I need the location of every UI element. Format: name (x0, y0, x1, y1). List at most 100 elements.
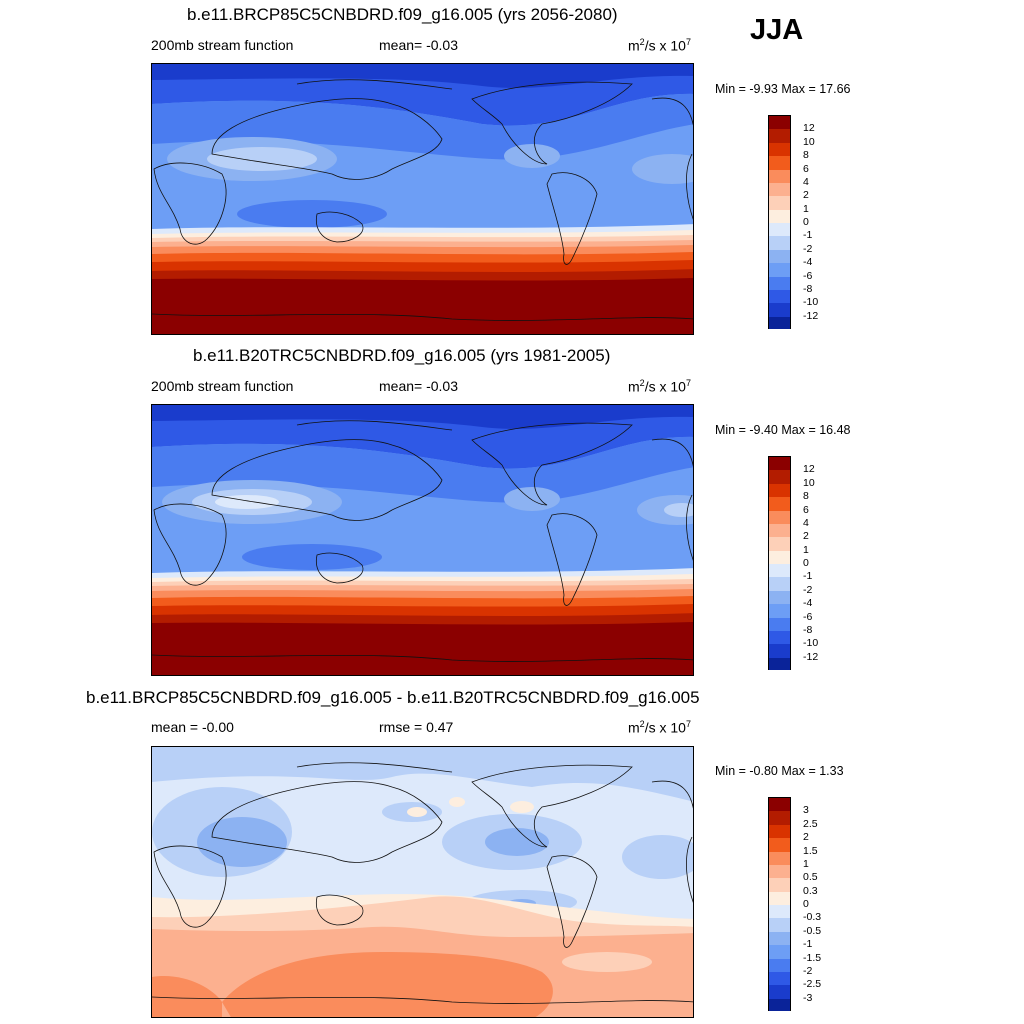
colorbar-tick-label: -6 (803, 269, 813, 282)
panel-3-mean-label: mean = -0.00 (151, 719, 234, 735)
panel-3-units: m2/s x 107 (628, 719, 691, 736)
contour-band (504, 144, 560, 168)
contour-band (622, 835, 693, 879)
colorbar-tick-label: -12 (803, 309, 819, 322)
colorbar-tick-label: -8 (803, 282, 813, 295)
colorbar-tick-label: -10 (803, 637, 819, 650)
colorbar-swatch (769, 510, 790, 524)
colorbar-tick-label: 8 (803, 490, 809, 503)
panel-2-variable-label: 200mb stream function (151, 378, 294, 394)
panel-1-minmax: Min = -9.93 Max = 17.66 (715, 82, 851, 96)
colorbar-tick-label: 1.5 (803, 844, 818, 857)
contour-band (237, 200, 387, 228)
contour-band (485, 828, 549, 856)
colorbar-tick-label: 10 (803, 135, 815, 148)
contour-band (152, 747, 693, 802)
panel-2-colorbar (768, 456, 791, 670)
colorbar-swatch (769, 564, 790, 578)
colorbar-tick-label: -12 (803, 650, 819, 663)
panel-1-map (151, 63, 694, 335)
panel-3-title: b.e11.BRCP85C5CNBDRD.f09_g16.005 - b.e11… (86, 688, 700, 707)
colorbar-tick-label: 4 (803, 175, 809, 188)
colorbar-tick-label: -4 (803, 597, 813, 610)
coastlines (152, 79, 693, 321)
colorbar-swatch (769, 891, 790, 905)
colorbar-tick-label: 6 (803, 503, 809, 516)
colorbar-tick-label: 1 (803, 202, 809, 215)
panel-2-contour-field (152, 405, 693, 675)
colorbar-swatch (769, 537, 790, 551)
colorbar-swatch (769, 864, 790, 879)
colorbar-tick-label: -4 (803, 256, 813, 269)
colorbar-swatch (769, 483, 790, 498)
colorbar-swatch (769, 316, 790, 329)
colorbar-swatch (769, 169, 790, 183)
contour-band (152, 278, 693, 334)
colorbar-swatch (769, 470, 790, 484)
colorbar-swatch (769, 958, 790, 972)
contour-band (562, 952, 652, 972)
colorbar-tick-label: 0.5 (803, 871, 818, 884)
colorbar-tick-label: -1 (803, 938, 813, 951)
colorbar-swatch (769, 905, 790, 919)
colorbar-tick-label: -10 (803, 296, 819, 309)
panel-1-variable-label: 200mb stream function (151, 37, 294, 53)
colorbar-swatch (769, 457, 790, 471)
contour-band (152, 976, 222, 1017)
panel-3-rmse-label: rmse = 0.47 (379, 719, 454, 735)
colorbar-swatch (769, 577, 790, 591)
colorbar-swatch (769, 630, 790, 645)
contour-band (632, 154, 693, 184)
colorbar-tick-label: -8 (803, 623, 813, 636)
contour-band (152, 437, 693, 503)
coastlines (152, 762, 693, 1004)
colorbar-tick-label: -1.5 (803, 951, 822, 964)
colorbar-swatch (769, 617, 790, 631)
colorbar-tick-label: -0.3 (803, 911, 822, 924)
colorbar-swatch (769, 604, 790, 618)
colorbar-tick-label: -0.5 (803, 924, 822, 937)
panel-1-units: m2/s x 107 (628, 37, 691, 54)
colorbar-tick-label: 10 (803, 476, 815, 489)
panel-1-mean-label: mean= -0.03 (379, 37, 458, 53)
contour-band (207, 147, 317, 171)
panel-3-minmax: Min = -0.80 Max = 1.33 (715, 764, 844, 778)
colorbar-tick-label: 0.3 (803, 884, 818, 897)
season-label: JJA (750, 14, 804, 46)
colorbar-swatch (769, 129, 790, 143)
colorbar-tick-label: -1 (803, 570, 813, 583)
colorbar-swatch (769, 523, 790, 538)
contour-band (152, 622, 693, 675)
panel-1-colorbar (768, 115, 791, 329)
colorbar-tick-label: -2 (803, 964, 813, 977)
coastlines (152, 420, 693, 662)
colorbar-swatch (769, 142, 790, 157)
colorbar-tick-label: 1 (803, 543, 809, 556)
colorbar-tick-label: 8 (803, 149, 809, 162)
colorbar-tick-label: 2 (803, 530, 809, 543)
colorbar-swatch (769, 811, 790, 825)
contour-band (510, 801, 534, 813)
panel-2-title: b.e11.B20TRC5CNBDRD.f09_g16.005 (yrs 198… (193, 346, 611, 365)
colorbar-tick-label: 3 (803, 804, 809, 817)
colorbar-tick-label: 2.5 (803, 817, 818, 830)
colorbar-tick-label: -3 (803, 991, 813, 1004)
colorbar-tick-label: -6 (803, 610, 813, 623)
colorbar-tick-label: 2 (803, 189, 809, 202)
colorbar-swatch (769, 590, 790, 605)
colorbar-tick-label: 1 (803, 857, 809, 870)
colorbar-tick-label: 4 (803, 516, 809, 529)
contour-band (152, 405, 693, 429)
colorbar-tick-label: -2 (803, 242, 813, 255)
contour-band (449, 797, 465, 807)
colorbar-swatch (769, 971, 790, 986)
colorbar-swatch (769, 196, 790, 210)
colorbar-swatch (769, 945, 790, 959)
colorbar-swatch (769, 998, 790, 1011)
contour-band (407, 807, 427, 817)
colorbar-swatch (769, 824, 790, 839)
colorbar-swatch (769, 303, 790, 317)
colorbar-swatch (769, 182, 790, 197)
colorbar-tick-label: 0 (803, 898, 809, 910)
colorbar-swatch (769, 249, 790, 264)
